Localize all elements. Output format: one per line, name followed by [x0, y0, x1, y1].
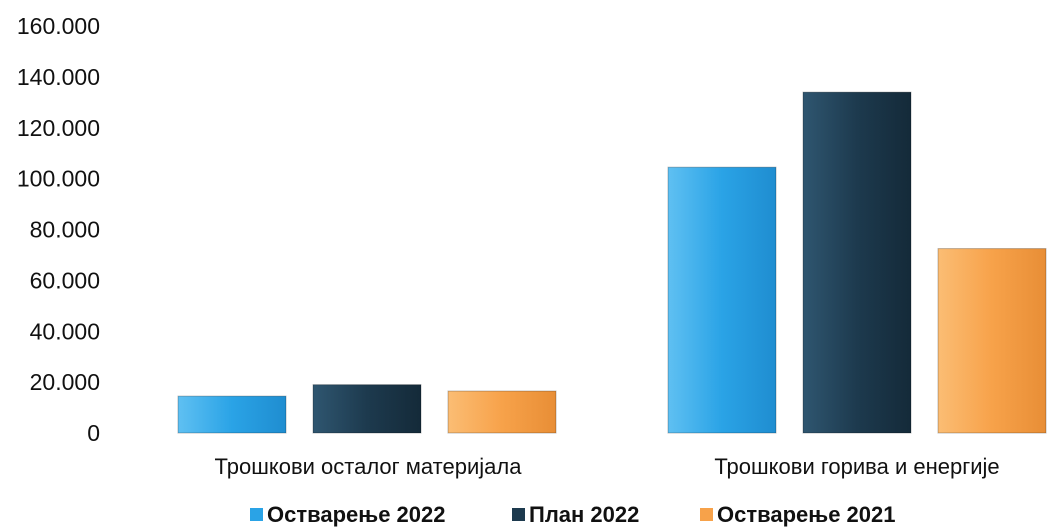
bar: [177, 395, 287, 434]
y-tick-label: 100.000: [17, 166, 100, 192]
y-tick-label: 60.000: [30, 267, 100, 293]
x-axis: Трошкови осталог материјала Трошкови гори…: [215, 454, 1000, 479]
x-category-label: Трошкови горива и енергије: [714, 454, 999, 479]
x-category-label: Трошкови осталог материјала: [215, 454, 523, 479]
bar: [447, 390, 557, 434]
y-tick-label: 80.000: [30, 217, 100, 243]
y-tick-label: 20.000: [30, 369, 100, 395]
y-tick-label: 140.000: [17, 64, 100, 90]
bar: [312, 384, 422, 434]
y-tick-label: 40.000: [30, 318, 100, 344]
y-tick-label: 120.000: [17, 115, 100, 141]
y-axis: 0 20.000 40.000 60.000 80.000 100.000 120.000 1…: [17, 13, 100, 446]
y-tick-label: 0: [87, 420, 100, 446]
y-tick-label: 160.000: [17, 13, 100, 39]
bars: [177, 91, 1047, 434]
legend: Остварење 2022 План 2022 Остварење 2021: [250, 502, 896, 527]
legend-swatch: [512, 508, 525, 521]
legend-swatch: [700, 508, 713, 521]
legend-label: Остварење 2022: [267, 502, 446, 527]
legend-label: Остварење 2021: [717, 502, 896, 527]
bar: [937, 248, 1047, 434]
bar: [802, 91, 912, 434]
bar: [667, 166, 777, 434]
legend-swatch: [250, 508, 263, 521]
legend-label: План 2022: [529, 502, 639, 527]
